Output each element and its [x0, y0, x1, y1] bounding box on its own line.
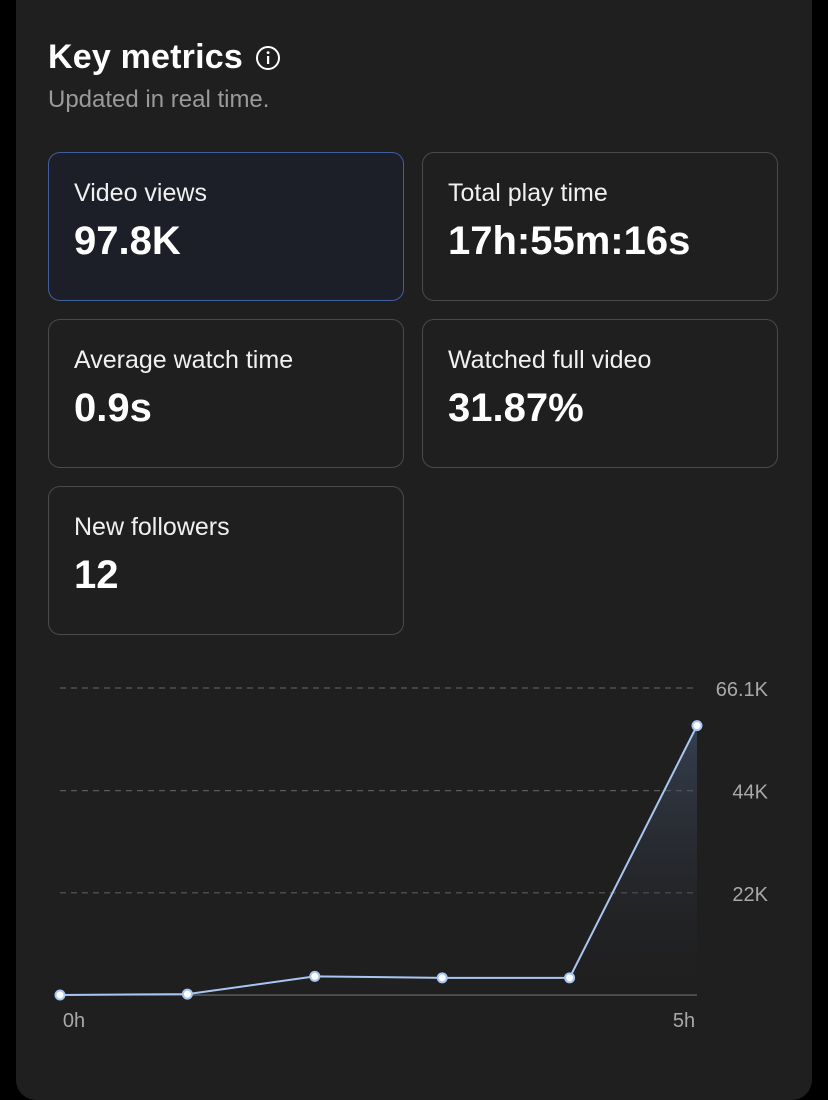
y-tick-label: 22K	[732, 884, 768, 906]
metric-label: New followers	[74, 513, 230, 541]
y-tick-label: 66.1K	[716, 679, 769, 701]
data-point[interactable]	[691, 720, 703, 732]
metric-label: Average watch time	[74, 346, 294, 374]
metric-value: 17h:55m:16s	[448, 219, 691, 263]
x-tick-label: 5h	[673, 1010, 695, 1032]
y-tick-label: 44K	[732, 782, 768, 804]
header: Key metrics	[48, 38, 281, 77]
data-point[interactable]	[54, 989, 66, 1001]
x-tick-label: 0h	[63, 1010, 85, 1032]
metric-label: Total play time	[448, 179, 608, 207]
data-point[interactable]	[564, 972, 576, 984]
metric-card-new-followers[interactable]: New followers 12	[48, 486, 404, 635]
metric-label: Watched full video	[448, 346, 652, 374]
data-point[interactable]	[181, 988, 193, 1000]
data-point[interactable]	[436, 972, 448, 984]
page-title: Key metrics	[48, 38, 243, 76]
metric-card-total-play-time[interactable]: Total play time 17h:55m:16s	[422, 152, 778, 301]
metric-value: 0.9s	[74, 386, 152, 430]
metric-label: Video views	[74, 179, 207, 207]
metric-value: 12	[74, 553, 119, 597]
series-line	[59, 725, 698, 996]
metric-value: 97.8K	[74, 219, 181, 263]
views-line-chart: 22K 44K 66.1K 0h 5h	[54, 679, 769, 1032]
data-point[interactable]	[309, 970, 321, 982]
subtitle: Updated in real time.	[48, 86, 270, 113]
info-circle-icon[interactable]	[255, 45, 281, 71]
metric-card-watched-full-video[interactable]: Watched full video 31.87%	[422, 319, 778, 468]
metric-card-video-views[interactable]: Video views 97.8K	[48, 152, 404, 301]
series-area	[60, 725, 697, 995]
metric-card-average-watch-time[interactable]: Average watch time 0.9s	[48, 319, 404, 468]
metric-value: 31.87%	[448, 386, 584, 430]
